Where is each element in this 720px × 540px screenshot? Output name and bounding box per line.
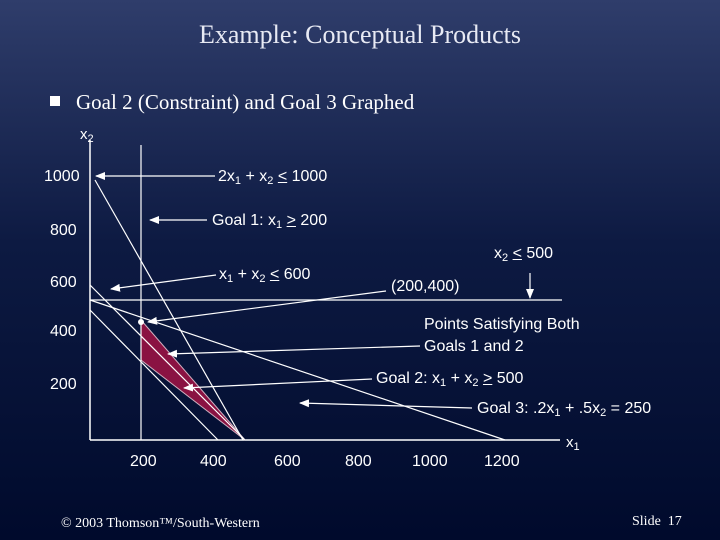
y-tick-600: 600 <box>50 274 77 291</box>
x-axis-label: x1 <box>566 434 580 453</box>
point-200-400 <box>138 319 144 325</box>
x-tick-400: 400 <box>200 453 227 470</box>
arrow-goal2 <box>183 378 373 392</box>
arrow-c3 <box>110 274 217 292</box>
goal-1-label: Goal 1: x1 > 200 <box>212 212 328 231</box>
constraint-3-label: x1 + x2 < 600 <box>219 266 311 285</box>
arrow-goal3 <box>299 399 473 409</box>
x-tick-600: 600 <box>274 453 301 470</box>
y-tick-800: 800 <box>50 222 77 239</box>
y-tick-200: 200 <box>50 376 77 393</box>
constraint-2-label: x2 < 500 <box>494 245 554 264</box>
slide-title: Example: Conceptual Products <box>198 20 522 49</box>
y-axis-label: x2 <box>80 126 94 145</box>
y-tick-1000: 1000 <box>44 168 80 185</box>
line-goal2 <box>89 309 219 441</box>
x-tick-1200: 1200 <box>484 453 520 470</box>
copyright: © 2003 Thomson™/South-Western <box>61 516 260 531</box>
x-tick-800: 800 <box>345 453 372 470</box>
goal-2-label: Goal 2: x1 + x2 > 500 <box>376 370 524 389</box>
bullet-text: Goal 2 (Constraint) and Goal 3 Graphed <box>76 90 415 114</box>
arrow-both <box>167 345 421 358</box>
goal-3-label: Goal 3: .2x1 + .5x2 = 250 <box>477 400 652 419</box>
point-label: (200,400) <box>391 278 460 295</box>
constraint-1-label: 2x1 + x2 < 1000 <box>218 168 328 187</box>
both-goals-label-line1: Points Satisfying Both <box>424 316 580 333</box>
both-goals-label-line2: Goals 1 and 2 <box>424 338 524 355</box>
feasible-region <box>140 318 246 441</box>
line-2x1-x2-1000 <box>94 179 244 441</box>
slide-number: Slide 17 <box>632 514 682 529</box>
x-tick-1000: 1000 <box>412 453 448 470</box>
line-goal3 <box>89 299 506 441</box>
line-x1-x2-600 <box>89 284 246 441</box>
arrow-point <box>147 290 387 325</box>
bullet-square-icon <box>50 96 60 106</box>
x-tick-200: 200 <box>130 453 157 470</box>
y-tick-400: 400 <box>50 323 77 340</box>
